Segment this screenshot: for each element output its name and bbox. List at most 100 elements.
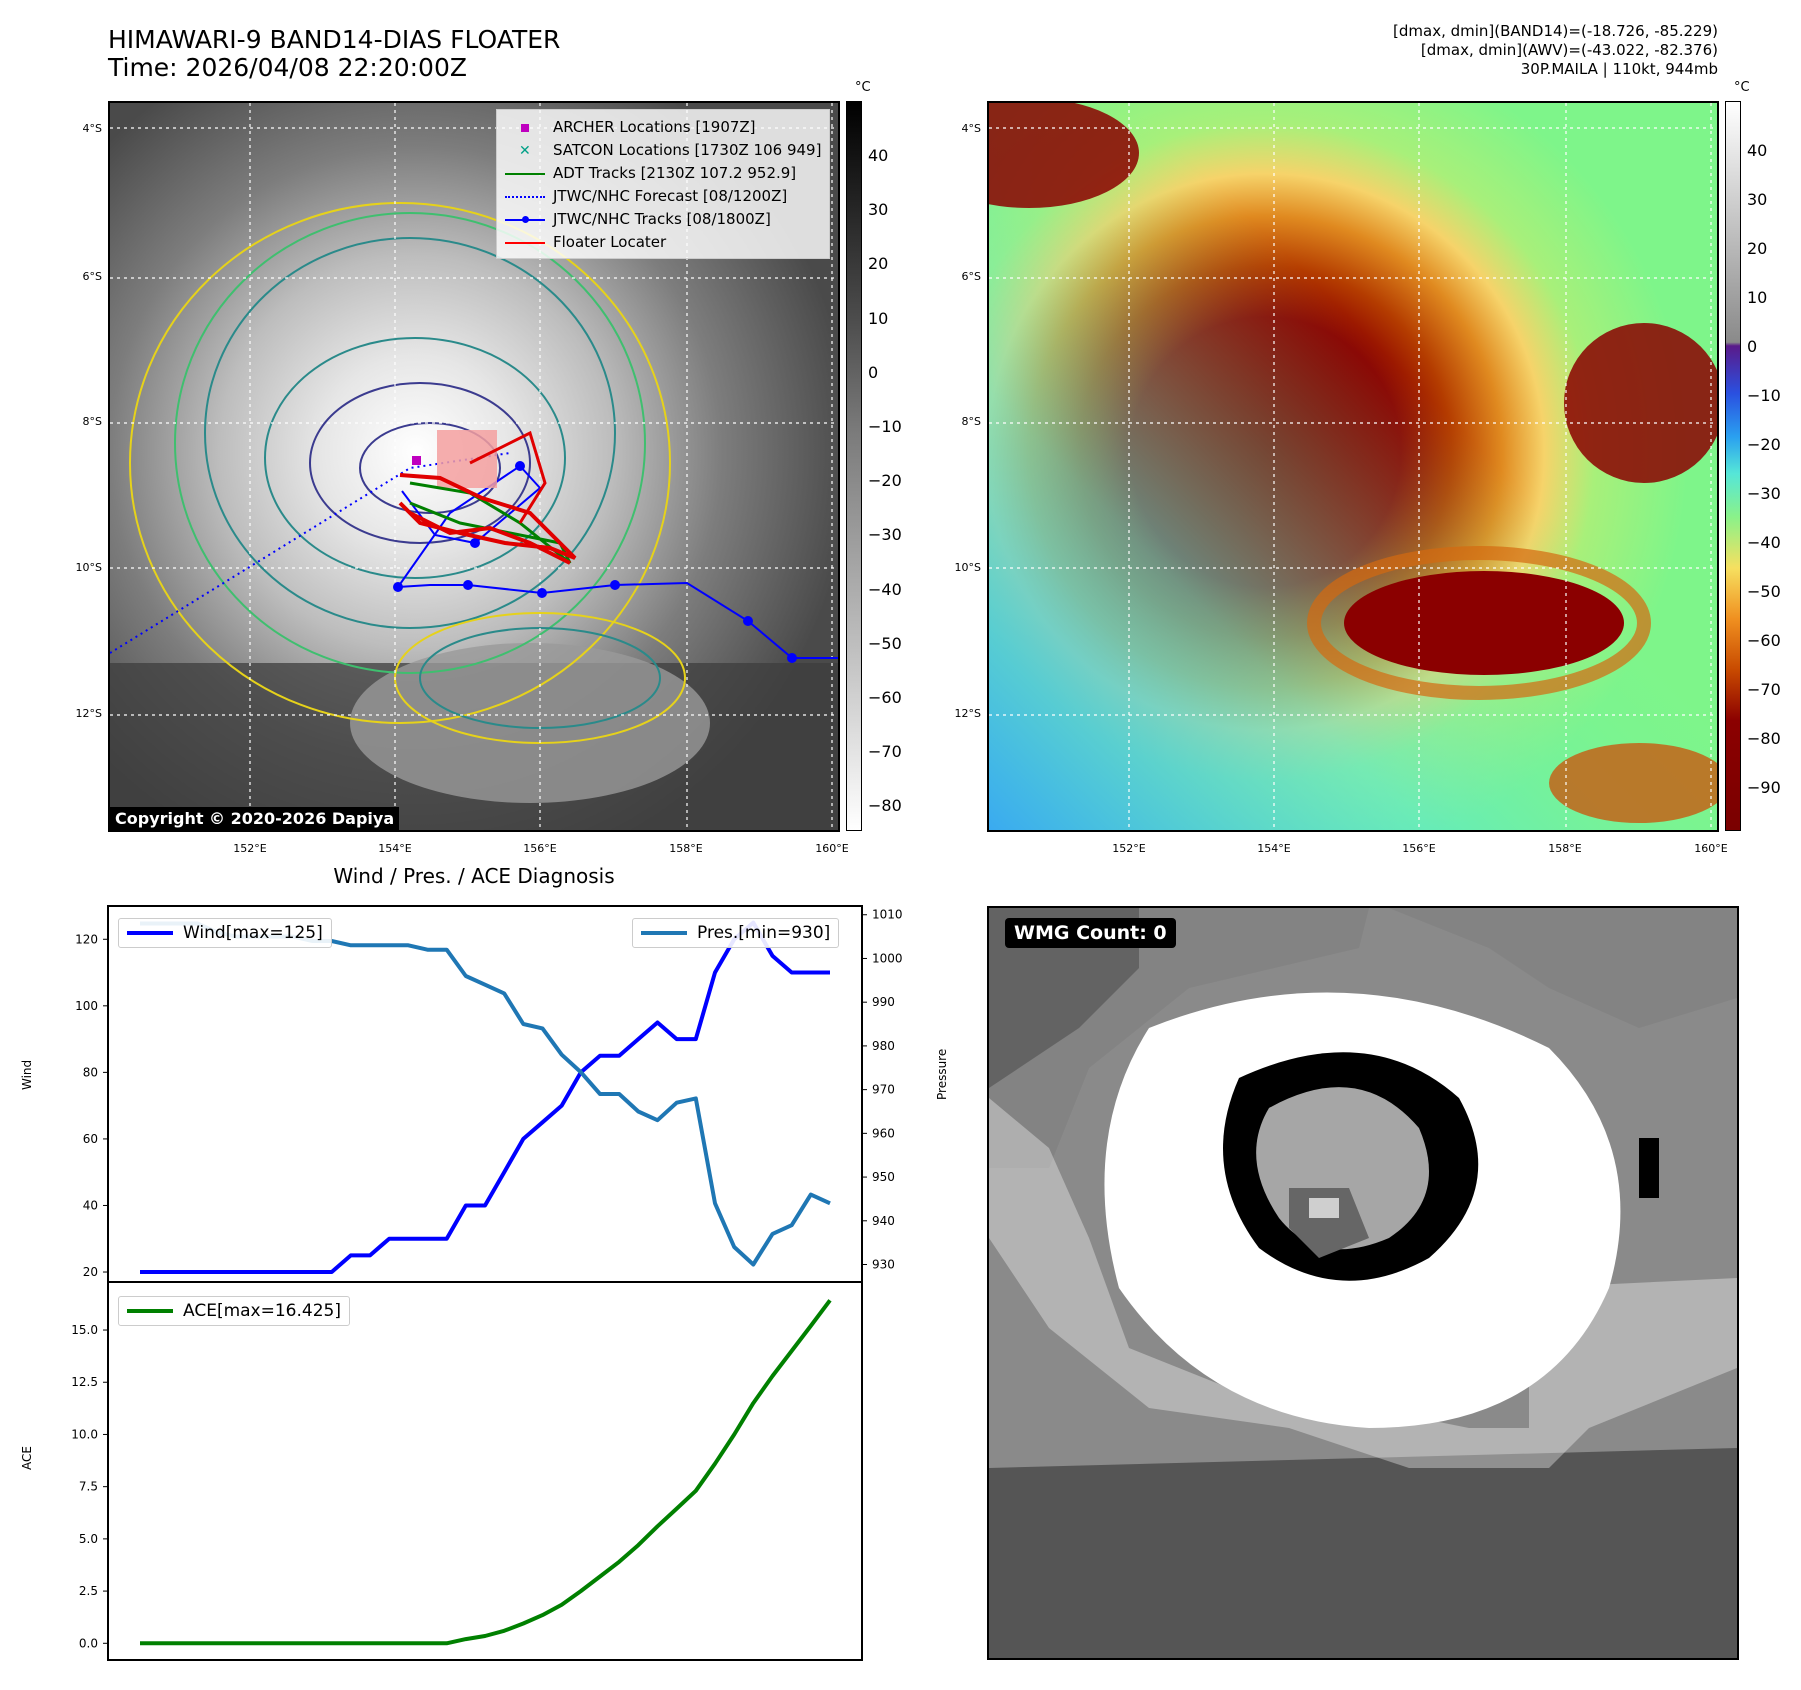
awv-lat-4s: 4°S bbox=[961, 122, 981, 135]
ace-chart-ytick-label-6: 15.0 bbox=[71, 1323, 98, 1337]
storm-info: [dmax, dmin](BAND14)=(-18.726, -85.229) … bbox=[1393, 22, 1718, 79]
legend-archer: ARCHER Locations [1907Z] bbox=[505, 116, 821, 139]
line-icon bbox=[505, 236, 545, 250]
ir-colorbar-tick-2: 20 bbox=[868, 254, 889, 274]
x-marker-icon: ✕ bbox=[519, 142, 531, 159]
wind-pressure-chart-ytick-right-label-2: 950 bbox=[872, 1170, 895, 1184]
ir-colorbar-tick-12: −80 bbox=[868, 796, 902, 816]
wind-pressure-chart-series-1 bbox=[140, 921, 831, 1267]
ace-chart-series-0 bbox=[140, 1299, 832, 1646]
wind-pressure-chart-ytick-label-5: 120 bbox=[75, 932, 98, 946]
ir-colorbar-tick-3: 10 bbox=[868, 308, 889, 328]
wind-pressure-chart-ytick-right-label-7: 1000 bbox=[872, 951, 903, 965]
square-marker-icon bbox=[505, 121, 545, 135]
ir-colorbar-tick-5: −10 bbox=[868, 417, 902, 436]
ace-chart: 0.0 2.5 5.0 7.5 10.0 12.5 15.0 bbox=[71, 1281, 863, 1661]
pressure-axis-label: Pressure bbox=[935, 1048, 949, 1100]
awv-lon-158: 158°E bbox=[1548, 842, 1582, 855]
ir-lat-10s: 10°S bbox=[75, 561, 102, 574]
ir-colorbar-tick-10: −60 bbox=[868, 688, 902, 707]
legend-satcon: ✕ SATCON Locations [1730Z 106 949] bbox=[505, 139, 821, 162]
ir-lon-160: 160°E bbox=[815, 842, 849, 855]
wind-pressure-chart-ytick-right-label-1: 940 bbox=[872, 1214, 895, 1228]
wmg-map bbox=[989, 908, 1737, 1658]
ace-axis-label: ACE bbox=[20, 1446, 34, 1470]
wind-pressure-chart-ytick-right-label-4: 970 bbox=[872, 1083, 895, 1097]
ir-lon-156: 156°E bbox=[523, 842, 557, 855]
awv-colorbar-tick-5: −10 bbox=[1747, 386, 1781, 405]
line-dot-icon bbox=[505, 213, 545, 227]
wind-pressure-chart-ytick-label-3: 80 bbox=[83, 1065, 98, 1079]
awv-lon-152: 152°E bbox=[1112, 842, 1146, 855]
ir-map-panel: ARCHER Locations [1907Z] ✕ SATCON Locati… bbox=[108, 101, 840, 832]
awv-lat-12s: 12°S bbox=[954, 707, 981, 720]
ir-lon-152: 152°E bbox=[233, 842, 267, 855]
ace-chart-ytick-label-4: 10.0 bbox=[71, 1427, 98, 1441]
ir-colorbar-tick-0: 40 bbox=[868, 146, 889, 165]
ir-colorbar-tick-4: 0 bbox=[868, 362, 879, 382]
ir-colorbar-tick-6: −20 bbox=[868, 471, 902, 491]
wind-pressure-chart-ytick-label-4: 100 bbox=[75, 999, 98, 1013]
ir-lat-8s: 8°S bbox=[82, 415, 102, 428]
wind-pressure-chart-ytick-label-2: 60 bbox=[83, 1132, 98, 1146]
wmg-panel: WMG Count: 0 bbox=[987, 906, 1739, 1660]
band14-range: [dmax, dmin](BAND14)=(-18.726, -85.229) bbox=[1393, 22, 1718, 40]
wind-pressure-chart: 20 40 60 80 100 120 930 940 950 960 970 980 990 1000 1… bbox=[75, 905, 903, 1283]
awv-map bbox=[989, 103, 1717, 830]
ir-lat-4s: 4°S bbox=[82, 122, 102, 135]
pressure-legend-line bbox=[641, 931, 687, 935]
ace-legend-label: ACE[max=16.425] bbox=[183, 1301, 341, 1321]
awv-colorbar-tick-6: −20 bbox=[1747, 435, 1781, 454]
wind-pressure-chart-ytick-right-label-0: 930 bbox=[872, 1258, 895, 1272]
ace-chart-ytick-label-5: 12.5 bbox=[71, 1375, 98, 1389]
ace-chart-ytick-label-0: 0.0 bbox=[79, 1636, 98, 1650]
awv-lon-154: 154°E bbox=[1257, 842, 1291, 855]
wind-legend-label: Wind[max=125] bbox=[183, 923, 323, 943]
ir-colorbar-tick-1: 30 bbox=[868, 200, 889, 220]
dotted-line-icon bbox=[505, 190, 545, 204]
ir-colorbar bbox=[846, 101, 862, 831]
copyright-notice: Copyright © 2020-2026 Dapiya bbox=[110, 807, 400, 830]
awv-map-panel bbox=[987, 101, 1719, 832]
awv-lon-156: 156°E bbox=[1402, 842, 1436, 855]
wind-pressure-chart-frame bbox=[107, 905, 863, 1283]
pressure-legend: Pres.[min=930] bbox=[632, 918, 840, 948]
archer-marker bbox=[412, 456, 421, 465]
diagnosis-title: Wind / Pres. / ACE Diagnosis bbox=[333, 864, 615, 888]
line-icon bbox=[505, 167, 545, 181]
legend-tracks: JTWC/NHC Tracks [08/1800Z] bbox=[505, 208, 821, 231]
awv-colorbar-tick-13: −90 bbox=[1747, 778, 1781, 797]
awv-colorbar-tick-7: −30 bbox=[1747, 484, 1781, 503]
wind-pressure-chart-ytick-label-1: 40 bbox=[83, 1198, 98, 1212]
awv-colorbar-tick-8: −40 bbox=[1747, 533, 1781, 552]
awv-colorbar bbox=[1725, 101, 1741, 831]
ir-colorbar-tick-8: −40 bbox=[868, 579, 902, 599]
satellite-title: HIMAWARI-9 BAND14-DIAS FLOATER bbox=[108, 25, 561, 54]
awv-colorbar-tick-3: 10 bbox=[1747, 288, 1768, 307]
awv-colorbar-tick-2: 20 bbox=[1747, 239, 1768, 258]
legend-adt: ADT Tracks [2130Z 107.2 952.9] bbox=[505, 162, 821, 185]
awv-colorbar-tick-1: 30 bbox=[1747, 190, 1768, 209]
ir-map bbox=[110, 103, 838, 830]
ir-lat-12s: 12°S bbox=[75, 707, 102, 720]
ace-chart-ytick-label-2: 5.0 bbox=[79, 1532, 98, 1546]
awv-range: [dmax, dmin](AWV)=(-43.022, -82.376) bbox=[1420, 41, 1718, 59]
awv-lat-8s: 8°S bbox=[961, 415, 981, 428]
ace-chart-ytick-label-3: 7.5 bbox=[79, 1480, 98, 1494]
ace-chart-ytick-label-1: 2.5 bbox=[79, 1584, 98, 1598]
wind-legend-line bbox=[127, 931, 173, 935]
awv-lat-6s: 6°S bbox=[961, 270, 981, 283]
awv-lat-10s: 10°S bbox=[954, 561, 981, 574]
awv-colorbar-tick-9: −50 bbox=[1747, 582, 1781, 601]
ace-legend: ACE[max=16.425] bbox=[118, 1296, 350, 1326]
wind-axis-label: Wind bbox=[20, 1059, 34, 1090]
awv-colorbar-tick-0: 40 bbox=[1747, 141, 1768, 160]
ace-legend-line bbox=[127, 1309, 173, 1313]
wind-pressure-chart-ytick-right-label-6: 990 bbox=[872, 995, 895, 1009]
wind-legend: Wind[max=125] bbox=[118, 918, 332, 948]
wind-pressure-chart-ytick-right-label-3: 960 bbox=[872, 1126, 895, 1140]
wind-pressure-chart-ytick-right-label-5: 980 bbox=[872, 1039, 895, 1053]
ir-lon-154: 154°E bbox=[378, 842, 412, 855]
figure-title: HIMAWARI-9 BAND14-DIAS FLOATER Time: 202… bbox=[108, 26, 560, 82]
awv-colorbar-tick-4: 0 bbox=[1747, 337, 1758, 356]
